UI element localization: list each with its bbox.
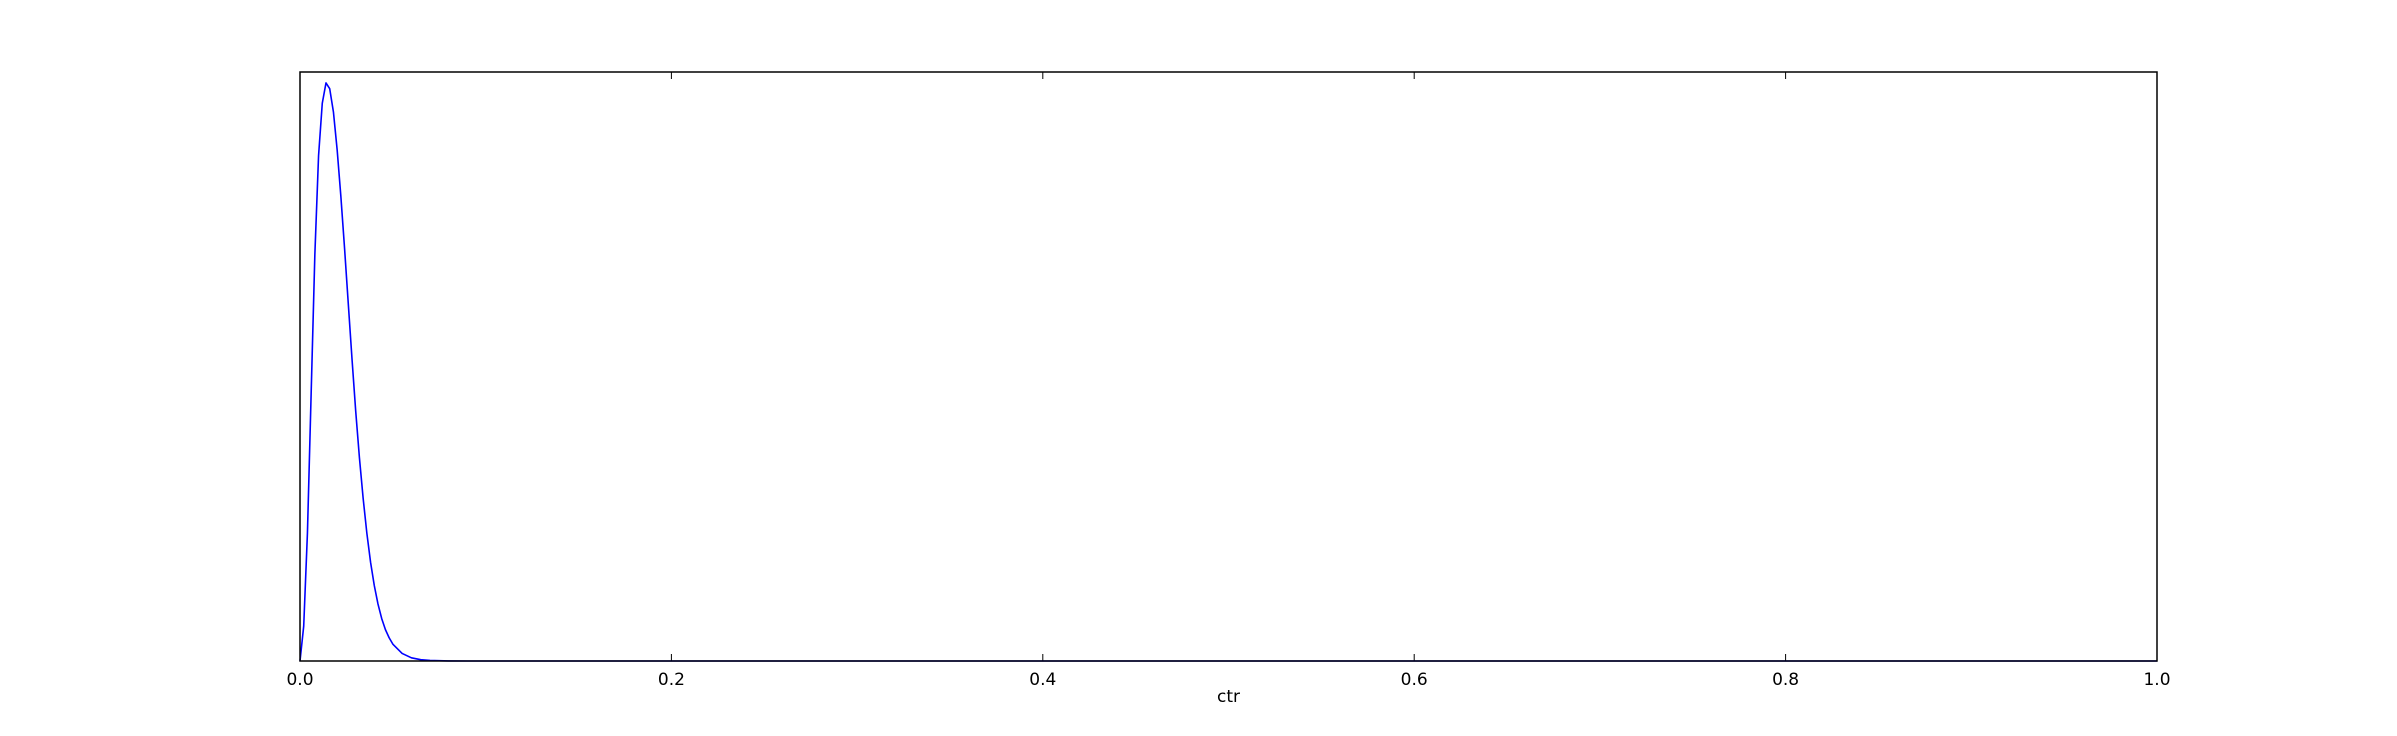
axes-frame [299, 71, 2158, 662]
x-axis-label: ctr [1217, 687, 1240, 707]
x-tick-label: 0.0 [286, 670, 313, 690]
x-tick-label: 0.6 [1401, 670, 1428, 690]
x-tick-label: 0.2 [658, 670, 685, 690]
x-tick-label: 1.0 [2143, 670, 2170, 690]
plot-area [300, 72, 2157, 661]
x-tick-label: 0.4 [1029, 670, 1056, 690]
x-tick-label: 0.8 [1772, 670, 1799, 690]
x-ticks: 0.0 0.2 0.4 0.6 0.8 1.0 [286, 72, 2171, 690]
